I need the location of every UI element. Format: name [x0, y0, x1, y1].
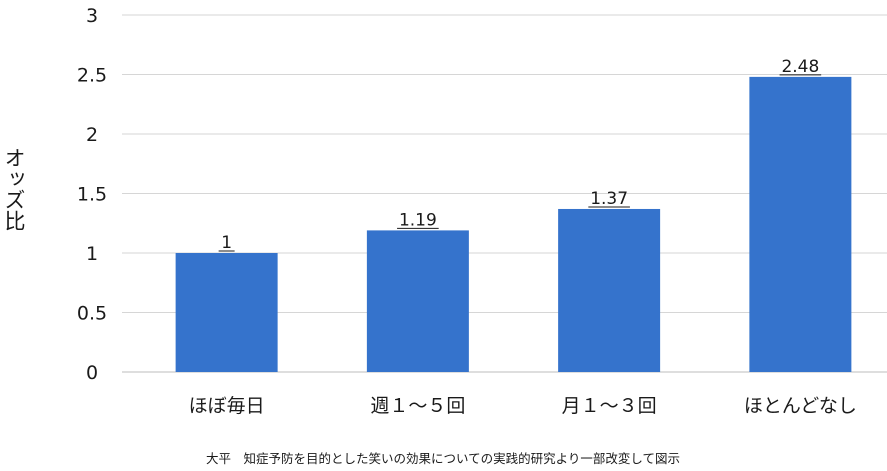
category-labels: ほぼ毎日 週１～５回 月１～３回 ほとんどなし [189, 395, 857, 417]
bar [175, 253, 278, 372]
y-tick-label: 1.5 [77, 184, 107, 206]
y-tick-label: 3 [86, 5, 98, 27]
category-label: 週１～５回 [370, 395, 465, 417]
bars [175, 76, 852, 372]
data-label: 2.48 [781, 57, 819, 77]
category-label: ほぼ毎日 [189, 395, 265, 417]
data-label: 1.37 [590, 189, 628, 209]
y-tick-label: 2.5 [77, 65, 107, 87]
category-label: ほとんどなし [744, 395, 857, 417]
bar [558, 208, 661, 372]
data-labels: 1 1.19 1.37 2.48 [218, 57, 822, 253]
y-tick-label: 2 [86, 124, 98, 146]
data-label: 1 [221, 233, 232, 253]
source-note: 大平 知症予防を目的とした笑いの効果についての実践的研究より一部改変して図示 [206, 451, 680, 466]
category-label: 月１～３回 [562, 395, 657, 417]
y-tick-label: 0 [86, 362, 98, 384]
bar [366, 230, 469, 372]
y-tick-label: 0.5 [77, 303, 107, 325]
data-label: 1.19 [399, 210, 437, 230]
y-tick-labels: 0 0.5 1 1.5 2 2.5 3 [77, 5, 107, 384]
y-axis-title: オッズ比 [2, 147, 26, 231]
y-tick-label: 1 [86, 243, 98, 265]
bar [749, 76, 852, 372]
